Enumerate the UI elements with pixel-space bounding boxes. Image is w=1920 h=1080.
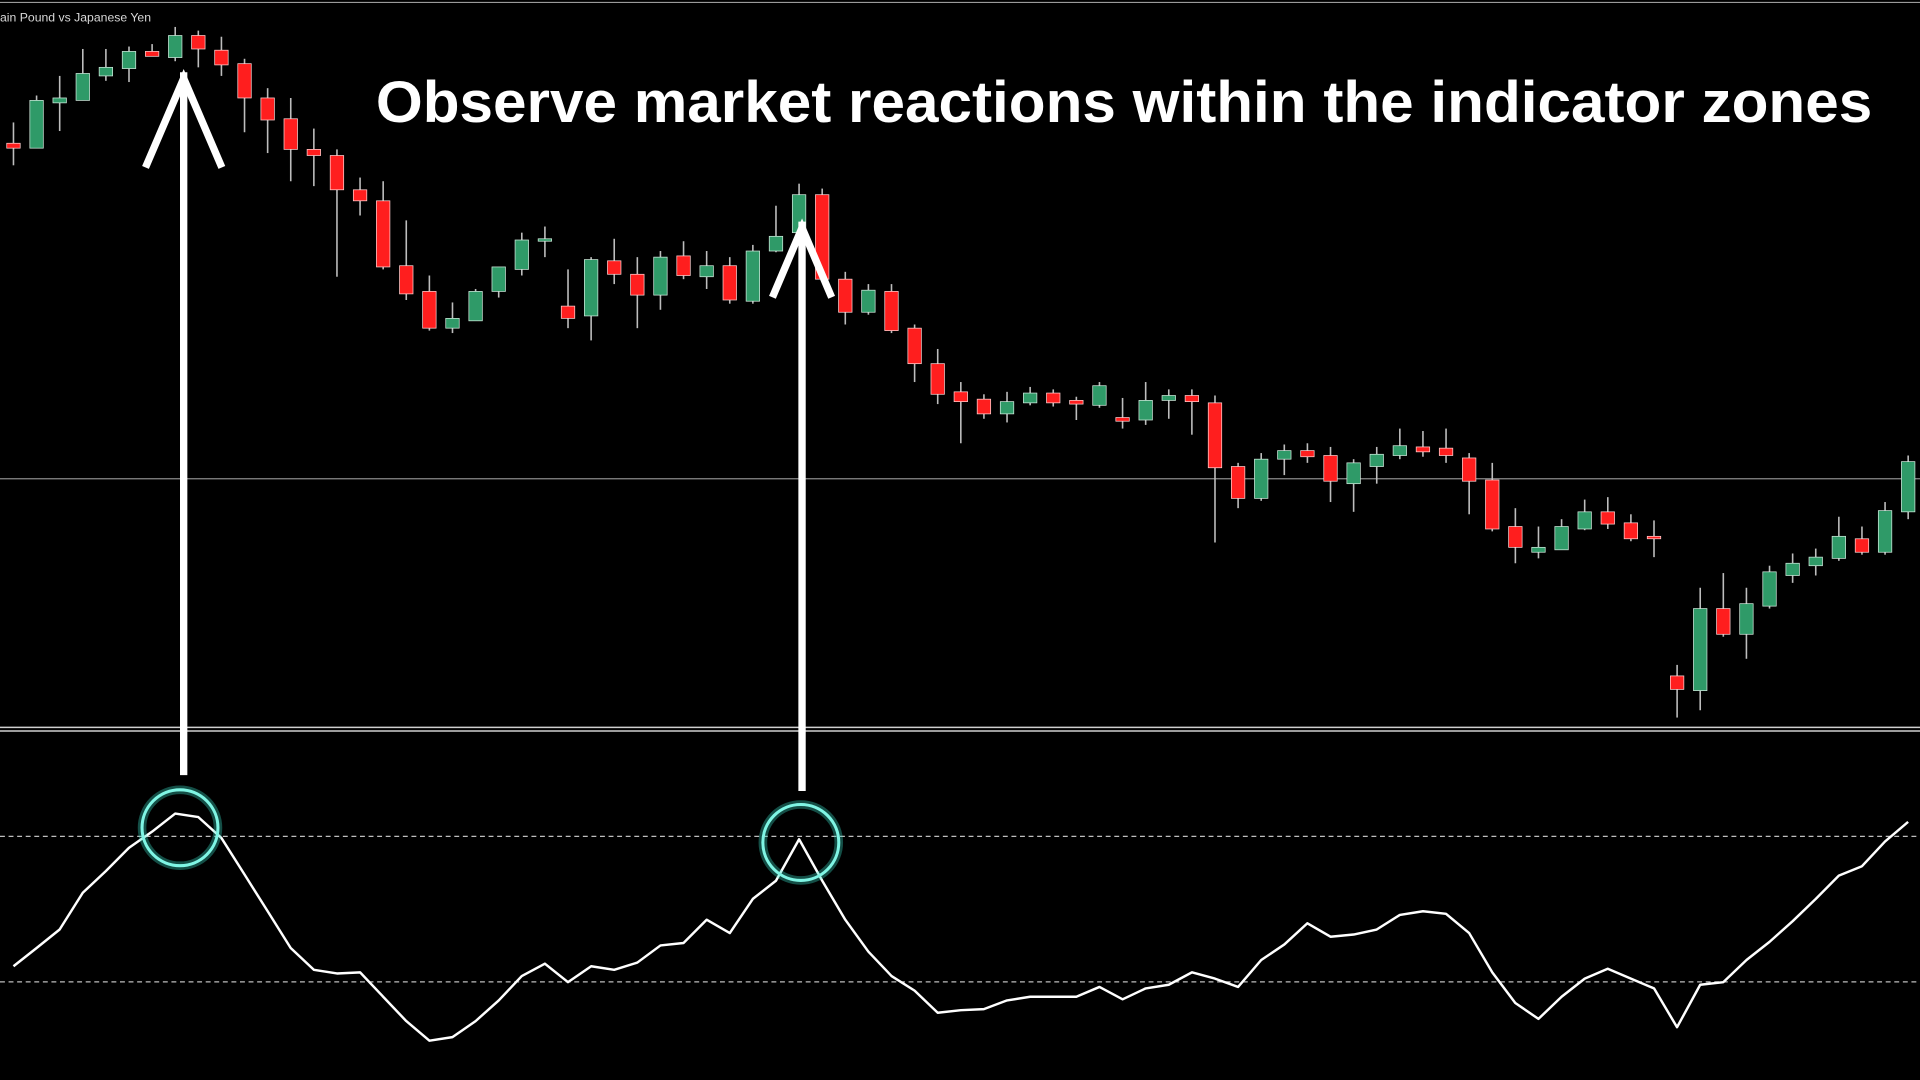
candle-body bbox=[98, 66, 113, 77]
candle-body bbox=[884, 291, 899, 331]
candle-body bbox=[1600, 511, 1615, 525]
candle-body bbox=[1739, 603, 1754, 635]
candle-body bbox=[75, 73, 90, 101]
candle-body bbox=[1831, 535, 1846, 559]
candle-body bbox=[722, 265, 737, 301]
candle-body bbox=[745, 250, 760, 302]
candle-body bbox=[1508, 526, 1523, 548]
candle-body bbox=[1138, 400, 1153, 421]
candle-body bbox=[1485, 479, 1500, 530]
candle-body bbox=[1046, 392, 1061, 404]
arrow-head bbox=[142, 69, 226, 169]
candle-body bbox=[1554, 526, 1569, 551]
candle-body bbox=[999, 401, 1015, 415]
circle bbox=[140, 788, 220, 868]
candle-body bbox=[376, 200, 391, 268]
candle-body bbox=[838, 278, 853, 313]
candle-body bbox=[422, 291, 437, 329]
candle-body bbox=[1808, 556, 1823, 567]
candle-body bbox=[676, 255, 691, 276]
candle-body bbox=[1346, 462, 1361, 485]
candle-body bbox=[537, 238, 553, 242]
candle-body bbox=[1092, 385, 1107, 406]
candle-body bbox=[607, 260, 622, 275]
candle-body bbox=[468, 291, 483, 322]
candle-body bbox=[1392, 445, 1407, 456]
candle-body bbox=[1184, 395, 1199, 402]
candle-body bbox=[768, 235, 784, 252]
arrow-head bbox=[769, 218, 836, 299]
highlight-circles bbox=[137, 785, 844, 885]
candle-body bbox=[653, 256, 668, 296]
candle-body bbox=[237, 63, 252, 99]
candle-body bbox=[560, 305, 576, 319]
candle-body bbox=[699, 265, 714, 278]
candle-body bbox=[1854, 538, 1870, 553]
candle-body bbox=[1115, 417, 1130, 422]
candle-body bbox=[168, 35, 183, 58]
candle-body bbox=[6, 142, 21, 149]
circle bbox=[761, 802, 841, 882]
candle-body bbox=[145, 51, 160, 57]
candle-body bbox=[907, 327, 922, 365]
candle-body bbox=[861, 289, 876, 313]
candle-body bbox=[1785, 562, 1800, 576]
candle-body bbox=[1877, 510, 1893, 553]
candle-body bbox=[1462, 457, 1477, 482]
candle-body bbox=[329, 155, 345, 191]
caption: Observe market reactions within the indi… bbox=[376, 70, 1872, 135]
candle-body bbox=[352, 189, 368, 202]
candle-body bbox=[191, 35, 206, 50]
candle-body bbox=[1230, 466, 1246, 499]
candle-body bbox=[1415, 446, 1431, 453]
candle-body bbox=[1023, 392, 1038, 404]
candle-body bbox=[1369, 453, 1384, 467]
candle-body bbox=[1531, 546, 1546, 553]
candle-body bbox=[1577, 511, 1592, 530]
candle-body bbox=[1670, 675, 1685, 690]
candle-body bbox=[1716, 608, 1731, 635]
candle-body bbox=[445, 318, 460, 329]
symbol-label: ain Pound vs Japanese Yen bbox=[0, 11, 151, 25]
candle-body bbox=[260, 97, 275, 121]
candle-body bbox=[1277, 450, 1292, 460]
candle-body bbox=[1623, 522, 1639, 540]
candle-body bbox=[1254, 458, 1269, 499]
candle-body bbox=[29, 100, 44, 149]
candle-body bbox=[584, 259, 599, 317]
candle-body bbox=[1161, 395, 1176, 401]
candle-body bbox=[306, 149, 321, 156]
indicator-line bbox=[12, 812, 1909, 1042]
candle-body bbox=[52, 97, 67, 104]
candle-body bbox=[1438, 447, 1454, 456]
candle-body bbox=[1069, 400, 1084, 405]
candle-body bbox=[1207, 402, 1223, 469]
candle-body bbox=[1693, 608, 1708, 691]
candle-body bbox=[1762, 571, 1777, 607]
candle-body bbox=[930, 363, 945, 395]
candle-body bbox=[976, 398, 992, 415]
annotations bbox=[142, 69, 836, 792]
candle-body bbox=[214, 49, 229, 66]
candle-body bbox=[1323, 455, 1338, 482]
candle-body bbox=[121, 51, 137, 69]
candle-body bbox=[399, 265, 414, 295]
candle-body bbox=[630, 273, 645, 296]
candle-body bbox=[953, 391, 968, 402]
candle-body bbox=[514, 239, 529, 270]
candle-body bbox=[491, 266, 506, 292]
candle-body bbox=[1901, 461, 1916, 513]
candle-body bbox=[1646, 535, 1662, 540]
candle-body bbox=[283, 118, 298, 150]
candle-body bbox=[1300, 450, 1315, 458]
